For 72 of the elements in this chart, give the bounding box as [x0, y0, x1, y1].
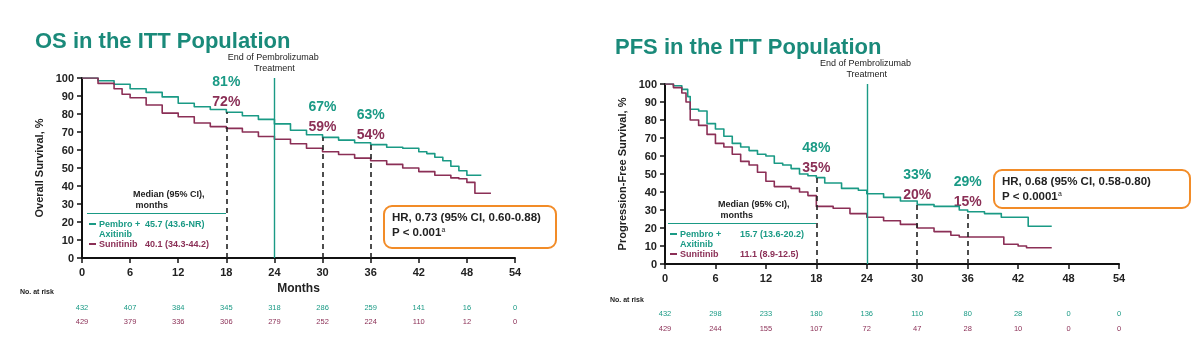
y-tick-label: 0 — [67, 252, 74, 264]
annotation: 40.1 (34.3-44.2) — [145, 238, 210, 249]
x-tick-label: 54 — [508, 265, 522, 278]
y-tick-label: 70 — [644, 132, 657, 144]
y-tick-label: 70 — [61, 126, 74, 138]
x-tick-label: 36 — [364, 265, 377, 278]
x-tick-label: 0 — [661, 271, 669, 284]
annotation: 15% — [953, 192, 983, 209]
y-tick-label: 20 — [61, 216, 74, 228]
x-tick-label: 6 — [712, 271, 719, 284]
x-tick-label: 12 — [759, 271, 773, 284]
y-tick-label: 50 — [644, 168, 657, 180]
x-tick-label: 0 — [78, 265, 86, 278]
y-tick-label: 80 — [644, 114, 657, 126]
y-tick-label: 100 — [638, 78, 657, 90]
x-tick-label: 42 — [1011, 271, 1025, 284]
x-tick-label: 48 — [460, 265, 474, 278]
y-tick-label: 30 — [644, 204, 657, 216]
x-tick-label: 24 — [268, 265, 282, 278]
annotation: 54% — [356, 125, 386, 142]
legend-label: Pembro + Axitinib — [99, 219, 143, 239]
y-axis-title: Overall Survival, % — [33, 118, 46, 218]
y-tick-label: 50 — [61, 162, 74, 174]
annotation: 72% — [212, 93, 241, 110]
annotation: 11.1 (8.9-12.5) — [740, 248, 799, 259]
y-tick-label: 40 — [61, 180, 74, 192]
annotation: Median (95% CI), months — [718, 198, 790, 220]
x-tick-label: 48 — [1062, 271, 1075, 284]
legend-label: Pembro + Axitinib — [680, 229, 724, 249]
chart-title: PFS in the ITT Population — [615, 33, 882, 59]
annotation: HR, 0.73 (95% CI, 0.60-0.88) — [392, 211, 542, 223]
annotation: 59% — [308, 118, 338, 135]
y-tick-label: 10 — [644, 240, 657, 252]
x-tick-label: 6 — [127, 265, 134, 278]
y-tick-label: 60 — [61, 144, 74, 156]
y-tick-label: 40 — [644, 186, 657, 198]
annotation: 35% — [802, 158, 831, 175]
annotation: 81% — [212, 73, 241, 90]
ref-line-label: End of Pembrolizumab Treatment — [820, 57, 914, 79]
chart-title: OS in the ITT Population — [35, 27, 291, 53]
annotation: HR, 0.68 (95% CI, 0.58-0.80) — [1002, 175, 1152, 187]
annotation: 15.7 (13.6-20.2) — [740, 228, 805, 239]
y-tick-label: 20 — [644, 222, 657, 234]
x-tick-label: 12 — [172, 265, 185, 278]
x-tick-label: 42 — [412, 265, 425, 278]
x-axis-title: Months — [277, 280, 321, 295]
x-tick-label: 36 — [961, 271, 974, 284]
y-tick-label: 90 — [644, 96, 657, 108]
legend-label: Sunitinib — [680, 249, 719, 259]
legend-label: Sunitinib — [99, 239, 138, 249]
annotation: Median (95% CI), months — [133, 188, 205, 210]
annotation: 67% — [308, 98, 338, 115]
y-axis-title: Progression-Free Survival, % — [616, 97, 629, 251]
x-tick-label: 30 — [911, 271, 924, 284]
annotation: 48% — [802, 138, 831, 155]
ref-line-label: End of Pembrolizumab Treatment — [227, 51, 322, 73]
y-tick-label: 10 — [61, 234, 74, 246]
y-tick-label: 100 — [55, 72, 74, 84]
annotation: 20% — [903, 185, 932, 202]
x-tick-label: 24 — [860, 271, 874, 284]
annotation: 33% — [903, 165, 932, 182]
x-tick-label: 18 — [220, 265, 233, 278]
x-tick-label: 54 — [1112, 271, 1126, 284]
x-tick-label: 30 — [316, 265, 329, 278]
y-tick-label: 90 — [61, 90, 74, 102]
x-tick-label: 18 — [810, 271, 823, 284]
y-tick-label: 60 — [644, 150, 657, 162]
annotation: 63% — [356, 105, 386, 122]
y-tick-label: 80 — [61, 108, 74, 120]
annotation: 29% — [953, 172, 983, 189]
annotation: 45.7 (43.6-NR) — [145, 218, 205, 229]
y-tick-label: 30 — [61, 198, 74, 210]
